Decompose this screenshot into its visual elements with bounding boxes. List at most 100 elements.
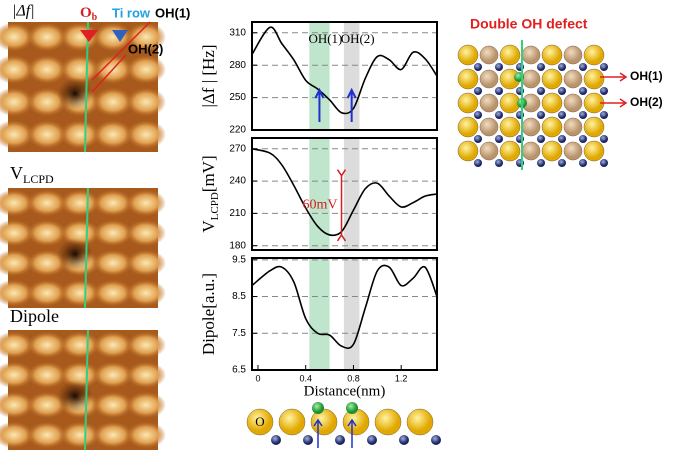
x-axis-label: Distance(nm) — [304, 383, 386, 399]
atom-small — [600, 111, 608, 119]
stm-blob — [126, 120, 166, 149]
atom — [500, 45, 520, 65]
y-axis-label: |Δf | [Hz] — [199, 44, 218, 107]
y-tick-label: 220 — [229, 125, 246, 136]
atom-small — [335, 435, 345, 445]
stm-blob — [126, 392, 166, 419]
atom-small — [537, 87, 545, 95]
atom — [480, 70, 498, 88]
y-tick-label: 240 — [229, 176, 246, 187]
atom-small — [495, 111, 503, 119]
atom — [564, 118, 582, 136]
y-tick-label: 250 — [229, 92, 246, 103]
figure: |Δf| Ob Ti row OH(1) OH(2) VLCPD Dipole … — [0, 0, 676, 452]
atom — [564, 70, 582, 88]
x-tick-label: 0 — [255, 373, 260, 383]
atom — [584, 45, 604, 65]
y-tick-label: 8.5 — [232, 291, 246, 302]
atom-small — [474, 159, 482, 167]
dipole-label: Dipole — [10, 306, 59, 326]
atom-small — [271, 435, 281, 445]
stm-blob — [126, 250, 166, 277]
atom — [542, 141, 562, 161]
atom — [542, 45, 562, 65]
band-label: OH(2) — [341, 31, 375, 46]
atom-small — [537, 111, 545, 119]
y-tick-label: 9.5 — [232, 254, 246, 265]
stm-blob — [126, 190, 166, 217]
atom-small — [579, 111, 587, 119]
atom-small — [537, 63, 545, 71]
atom — [564, 142, 582, 160]
highlight-band — [344, 258, 360, 370]
atom-small — [600, 87, 608, 95]
atom — [407, 409, 433, 435]
atom-small — [600, 63, 608, 71]
model-oh2: OH(2) — [630, 95, 663, 109]
atom-small — [558, 63, 566, 71]
atom — [480, 118, 498, 136]
atom — [279, 409, 305, 435]
atom — [458, 93, 478, 113]
charts: 220250280310|Δf | [Hz]OH(1)OH(2)18021024… — [199, 22, 437, 399]
band-label: OH(1) — [308, 31, 342, 46]
atom — [542, 93, 562, 113]
y-axis-label: VLCPD[mV] — [199, 155, 221, 232]
atom-small — [558, 111, 566, 119]
atom-small — [474, 63, 482, 71]
highlight-band — [344, 138, 360, 250]
atom-small — [474, 111, 482, 119]
stm-blob — [126, 280, 166, 307]
atom-small — [558, 135, 566, 143]
highlight-band — [309, 258, 329, 370]
atom — [458, 45, 478, 65]
stm-blob — [126, 332, 166, 359]
x-tick-label: 0.4 — [299, 373, 312, 383]
atom — [375, 409, 401, 435]
y-tick-label: 210 — [229, 208, 246, 219]
atom — [564, 46, 582, 64]
y-axis-label-part: V — [199, 220, 218, 233]
atom-small — [495, 87, 503, 95]
atom-small — [474, 135, 482, 143]
atom — [584, 117, 604, 137]
atom — [542, 69, 562, 89]
x-tick-label: 0.8 — [347, 373, 360, 383]
ti-row-label: Ti row — [112, 5, 151, 20]
model-arrow — [600, 99, 626, 107]
model-title: Double OH defect — [470, 16, 588, 32]
atom — [522, 70, 540, 88]
atom-small — [600, 159, 608, 167]
ob-label: Ob — [80, 5, 98, 23]
oh1-label: OH(1) — [155, 5, 190, 20]
atom-small — [600, 135, 608, 143]
atom — [584, 141, 604, 161]
df-label: |Δf| — [12, 3, 35, 20]
atom — [522, 142, 540, 160]
stm-blob — [126, 88, 166, 117]
atom — [500, 141, 520, 161]
y-axis-label-part: LCPD — [209, 192, 221, 220]
oh-atom — [346, 402, 358, 414]
atom — [343, 409, 369, 435]
atom-label: O — [255, 414, 264, 429]
atom — [458, 141, 478, 161]
y-tick-label: 7.5 — [232, 328, 246, 339]
y-axis-label: Dipole[a.u.] — [199, 273, 218, 355]
stm-images — [0, 22, 166, 450]
atom — [480, 46, 498, 64]
atom — [480, 142, 498, 160]
stm-blob — [126, 422, 166, 449]
atom-small — [431, 435, 441, 445]
atom — [480, 94, 498, 112]
y-tick-label: 310 — [229, 27, 246, 38]
atom-small — [579, 63, 587, 71]
atom-small — [303, 435, 313, 445]
atom — [458, 69, 478, 89]
vlcpd-label: VLCPD — [10, 163, 54, 186]
x-tick-label: 1.2 — [395, 373, 408, 383]
y-tick-label: 6.5 — [232, 365, 246, 376]
atom-small — [579, 135, 587, 143]
atom-small — [474, 87, 482, 95]
atom-small — [367, 435, 377, 445]
